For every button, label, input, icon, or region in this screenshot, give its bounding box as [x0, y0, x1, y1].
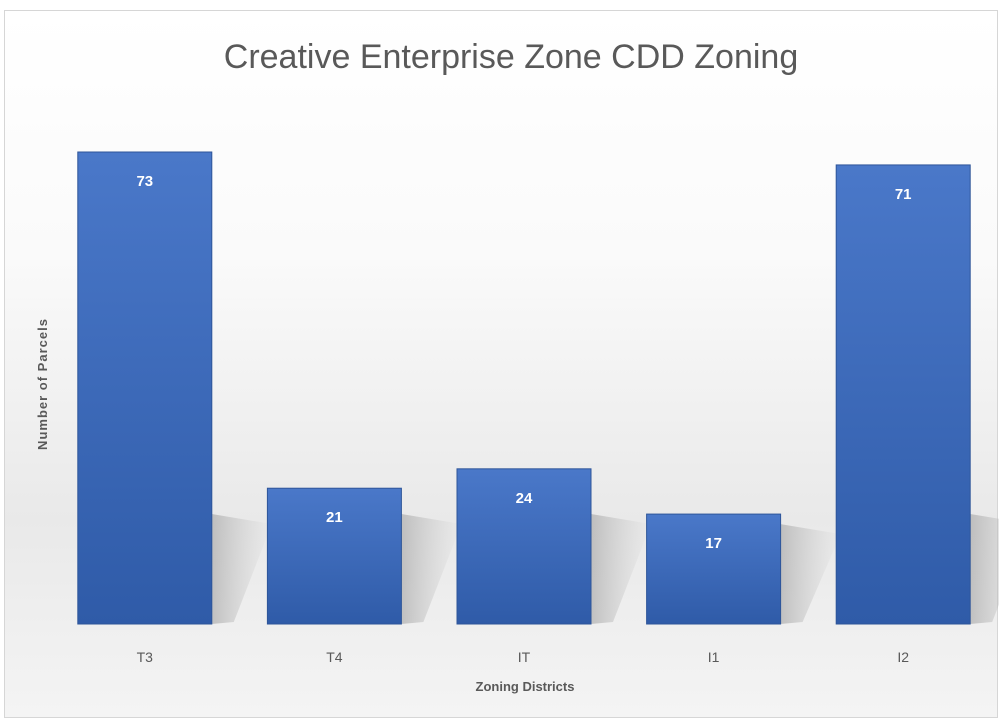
x-tick-t4: T4: [326, 649, 343, 665]
bar-t4: [266, 487, 402, 625]
bar-shadow-t4: [401, 514, 462, 624]
bar-it: [456, 468, 592, 625]
bar-shadow-i2: [970, 514, 999, 624]
bar-shadow-it: [591, 514, 651, 624]
chart-frame: Creative Enterprise Zone CDD Zoning 73 21…: [4, 10, 999, 718]
data-label-i2: 71: [895, 186, 912, 203]
data-label-t3: 73: [136, 173, 153, 190]
x-tick-t3: T3: [137, 649, 154, 665]
bar-shadows: [211, 514, 999, 624]
data-label-i1: 17: [705, 535, 722, 552]
bar-t3: [77, 151, 213, 625]
bar-shadow-i1: [780, 524, 841, 624]
bar-chart: Creative Enterprise Zone CDD Zoning 73 21…: [35, 38, 999, 694]
x-tick-i1: I1: [708, 649, 720, 665]
bar-i2: [835, 164, 971, 625]
bar-shadow-t3: [211, 514, 272, 624]
x-tick-it: IT: [518, 649, 531, 665]
data-label-it: 24: [516, 490, 533, 507]
data-label-t4: 21: [326, 509, 343, 526]
x-axis-title: Zoning Districts: [476, 679, 575, 694]
x-axis-ticks: T3 T4 IT I1 I2: [137, 649, 910, 665]
chart-title: Creative Enterprise Zone CDD Zoning: [224, 38, 798, 76]
x-tick-i2: I2: [897, 649, 909, 665]
data-labels: 73 21 24 17 71: [136, 173, 911, 552]
y-axis-title: Number of Parcels: [35, 318, 50, 450]
bars: [77, 151, 971, 625]
bar-i1: [646, 513, 782, 625]
